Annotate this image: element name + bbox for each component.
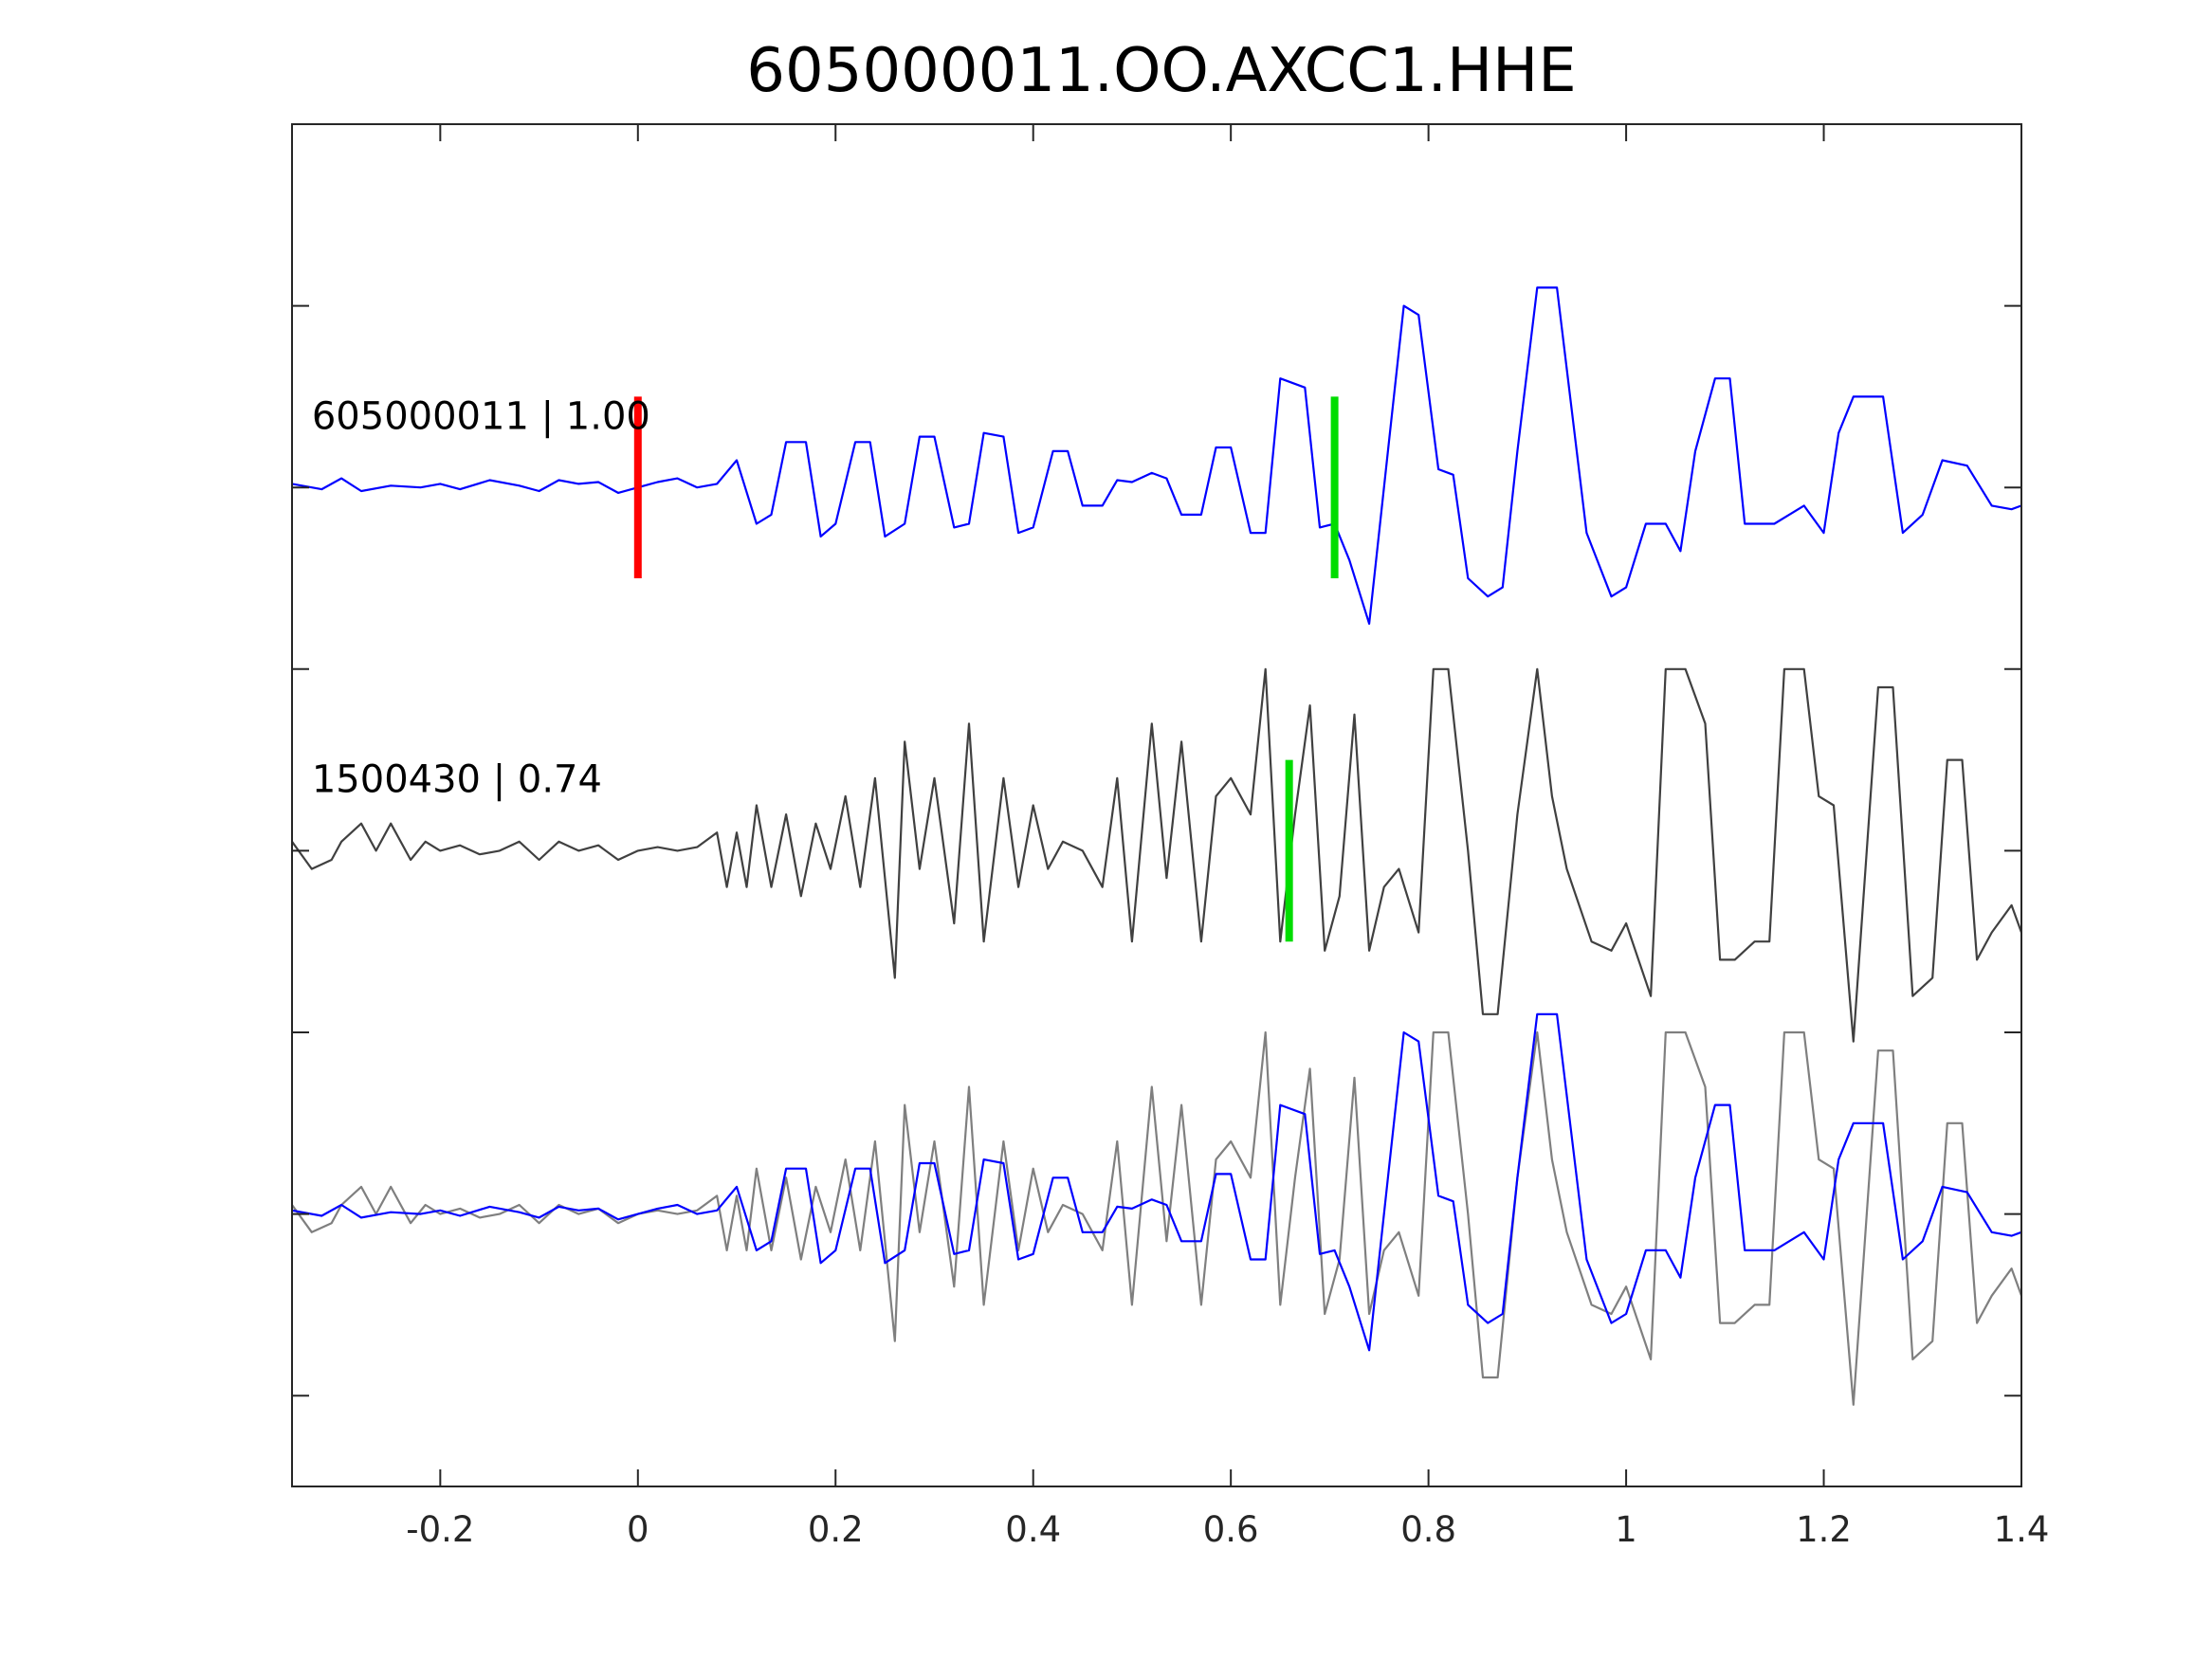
template-series-line	[291, 286, 2022, 626]
x-tick-label: 0.8	[1400, 1509, 1456, 1550]
trace-labels-layer: 605000011 | 1.00 1500430 | 0.74	[312, 394, 650, 801]
x-tick-label: 0.6	[1203, 1509, 1259, 1550]
trace-series-line	[291, 667, 2023, 1043]
pick-markers-layer	[633, 396, 1339, 942]
plot-area: -0.2 0 0.2 0.4 0.6 0.8 1 1.2 1.4	[291, 123, 2049, 1550]
x-tick-label: 1	[1615, 1509, 1637, 1550]
chart-title: 605000011.OO.AXCC1.HHE	[746, 36, 1576, 106]
traces-layer	[291, 286, 2023, 1406]
overlay-template-series-line	[291, 1012, 2022, 1352]
x-tick-label: -0.2	[406, 1509, 474, 1550]
axis-ticks-layer: -0.2 0 0.2 0.4 0.6 0.8 1 1.2 1.4	[292, 124, 2049, 1550]
x-tick-label: 0.4	[1005, 1509, 1061, 1550]
x-tick-label: 1.2	[1796, 1509, 1852, 1550]
trace-label-0: 605000011 | 1.00	[312, 394, 650, 438]
overlay-trace-series-line	[291, 1030, 2023, 1406]
trace-label-1: 1500430 | 0.74	[312, 758, 602, 802]
axes-frame	[291, 123, 2022, 1487]
x-tick-label: 1.4	[1994, 1509, 2050, 1550]
x-tick-label: 0	[627, 1509, 649, 1550]
x-tick-label: 0.2	[808, 1509, 864, 1550]
